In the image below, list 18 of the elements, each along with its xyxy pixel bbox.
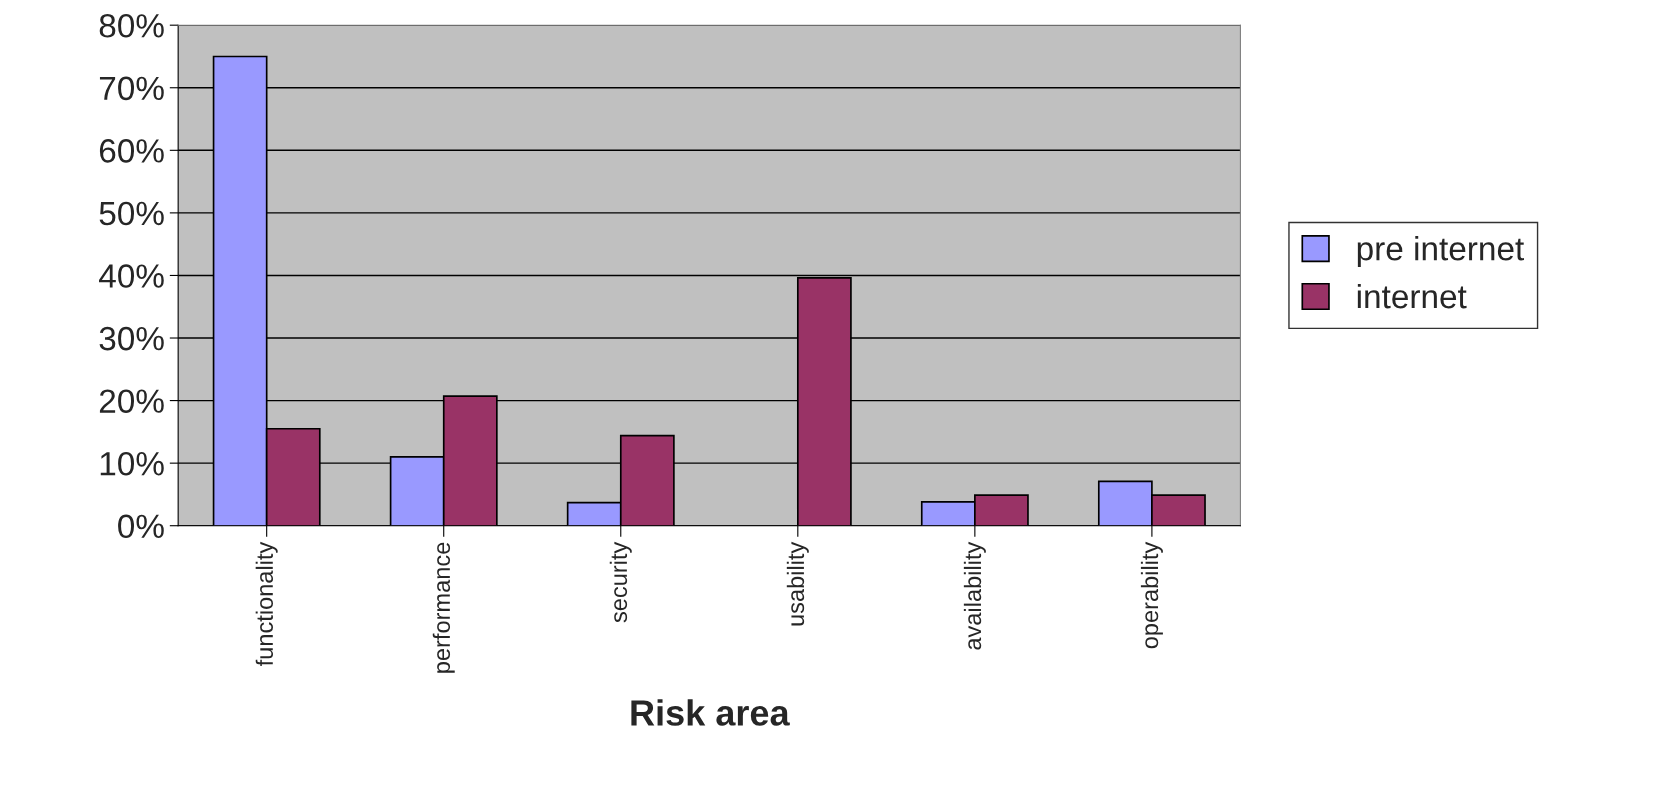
x-tick-label: security — [609, 541, 632, 623]
x-tick-label: operability — [1140, 541, 1163, 649]
y-tick-label: 0% — [118, 514, 164, 539]
legend-label: internet — [1357, 283, 1467, 309]
y-tick-label: 50% — [99, 201, 164, 226]
x-tick-label: usability — [786, 541, 809, 626]
y-tick-label: 60% — [99, 139, 164, 163]
x-tick-label: performance — [432, 542, 455, 673]
x-tick-label: functionality — [255, 541, 278, 667]
x-axis-title: Risk area — [631, 699, 790, 726]
y-tick-label: 20% — [99, 389, 164, 413]
y-tick-label: 30% — [99, 326, 164, 351]
x-tick-label: availability — [963, 541, 986, 650]
legend-label: pre internet — [1357, 236, 1524, 268]
y-tick-label: 40% — [99, 264, 164, 288]
y-tick-label: 70% — [99, 76, 164, 101]
y-tick-label: 10% — [100, 451, 164, 476]
y-tick-label: 80% — [99, 13, 164, 38]
